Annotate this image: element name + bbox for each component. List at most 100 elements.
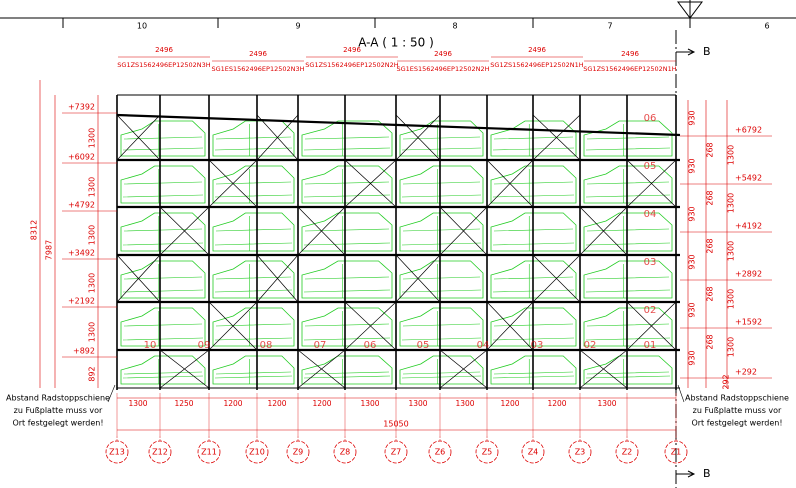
note: Abstand Radstoppschiene xyxy=(6,394,110,403)
section-mark: B xyxy=(703,45,711,58)
vehicle-outline xyxy=(490,307,577,347)
dim-1300: 1300 xyxy=(727,193,736,213)
place-number: 03 xyxy=(644,257,657,268)
axis-bubble xyxy=(245,440,269,464)
brace xyxy=(439,349,488,389)
brace xyxy=(579,206,628,256)
brace xyxy=(344,159,397,208)
dim-930: 930 xyxy=(688,350,697,365)
vehicle-outline xyxy=(399,165,484,204)
vehicle-detail xyxy=(303,169,391,203)
vehicle-outline xyxy=(301,355,393,385)
dim-bottom: 1200 xyxy=(267,399,286,408)
dim-bottom: 1200 xyxy=(223,399,242,408)
place-number: 02 xyxy=(584,340,597,351)
brace xyxy=(626,301,677,351)
dim-268: 268 xyxy=(706,334,715,349)
section-title: A-A ( 1 : 50 ) xyxy=(358,36,434,50)
vehicle-detail xyxy=(122,264,204,298)
vehicle-detail xyxy=(585,359,671,384)
axis-bubble xyxy=(286,440,310,464)
brace xyxy=(208,301,258,351)
dim-left: 1300 xyxy=(88,177,97,197)
vehicle-detail xyxy=(303,311,391,346)
vehicle-outline xyxy=(490,165,577,204)
axis-bubble xyxy=(428,440,452,464)
place-number: 05 xyxy=(644,161,657,172)
dim-left: 892 xyxy=(88,366,97,381)
dim-left: 1300 xyxy=(88,225,97,245)
dim-1300: 1300 xyxy=(727,289,736,309)
vehicle-detail xyxy=(214,359,293,384)
vehicle-detail xyxy=(401,124,482,156)
place-number: 05 xyxy=(417,340,430,351)
axis-bubble xyxy=(197,440,221,464)
vehicle-detail xyxy=(122,216,204,251)
vehicle-outline xyxy=(399,260,484,299)
brace xyxy=(297,206,346,256)
brace xyxy=(486,301,534,351)
vehicle-detail xyxy=(214,216,293,251)
vehicle-outline xyxy=(301,165,393,204)
ruler-label: 10 xyxy=(137,22,147,31)
brace xyxy=(344,301,397,351)
dim-bottom: 1200 xyxy=(547,399,566,408)
vehicle-detail xyxy=(214,124,293,156)
bay-code: SG1ES1562496EP12502N3H xyxy=(211,65,304,73)
vehicle-detail xyxy=(122,311,204,346)
bay-width: 2496 xyxy=(343,46,361,54)
axis-label: Z8 xyxy=(340,448,351,457)
axis-bubble xyxy=(521,440,545,464)
dim-bottom: 1300 xyxy=(455,399,474,408)
place-number: 09 xyxy=(198,340,211,351)
vehicle-outline xyxy=(120,260,206,299)
dim-930: 930 xyxy=(688,158,697,173)
brace xyxy=(116,254,161,303)
dim-total: 15050 xyxy=(383,420,408,429)
dim-total-left: 8312 xyxy=(30,220,39,240)
brace xyxy=(626,159,677,208)
vehicle-outline xyxy=(490,260,577,299)
place-number: 10 xyxy=(144,340,157,351)
axis-label: Z12 xyxy=(152,448,168,457)
vehicle-detail xyxy=(303,216,391,251)
brace xyxy=(486,159,534,208)
vehicle-outline xyxy=(583,355,673,385)
axis-bubble xyxy=(384,440,408,464)
axis-bubble xyxy=(148,440,172,464)
vehicle-outline xyxy=(212,260,295,299)
vehicle-detail xyxy=(214,169,293,203)
place-number: 08 xyxy=(260,340,273,351)
vehicle-outline xyxy=(301,212,393,252)
level-left: +3492 xyxy=(68,249,95,258)
axis-label: Z2 xyxy=(622,448,633,457)
place-number: 01 xyxy=(644,340,657,351)
leader xyxy=(107,384,116,403)
brace xyxy=(256,254,299,303)
level-right: +5492 xyxy=(735,174,762,183)
section-arrow xyxy=(676,470,696,478)
note: Abstand Radstoppschiene xyxy=(685,394,789,403)
bay-width: 2496 xyxy=(249,50,267,58)
axis-label: Z7 xyxy=(391,448,402,457)
axis-label: Z13 xyxy=(109,448,125,457)
dim-left: 1300 xyxy=(88,322,97,342)
vehicle-outline xyxy=(120,307,206,347)
vehicle-outline xyxy=(583,165,673,204)
level-left: +7392 xyxy=(68,103,95,112)
dim-left: 1300 xyxy=(88,273,97,293)
axis-label: Z4 xyxy=(528,448,539,457)
vehicle-outline xyxy=(212,307,295,347)
level-right: +1592 xyxy=(735,318,762,327)
vehicle-outline xyxy=(490,212,577,252)
axis-bubble xyxy=(105,440,129,464)
vehicle-outline xyxy=(583,120,673,157)
brace xyxy=(159,349,210,389)
bay-code: SG1ZS1562496EP12502N3H xyxy=(117,61,211,69)
axis-bubble xyxy=(615,440,639,464)
axis-bubble xyxy=(568,440,592,464)
vehicle-detail xyxy=(401,169,482,203)
section-arrow xyxy=(676,48,696,56)
axis-label: Z6 xyxy=(435,448,446,457)
